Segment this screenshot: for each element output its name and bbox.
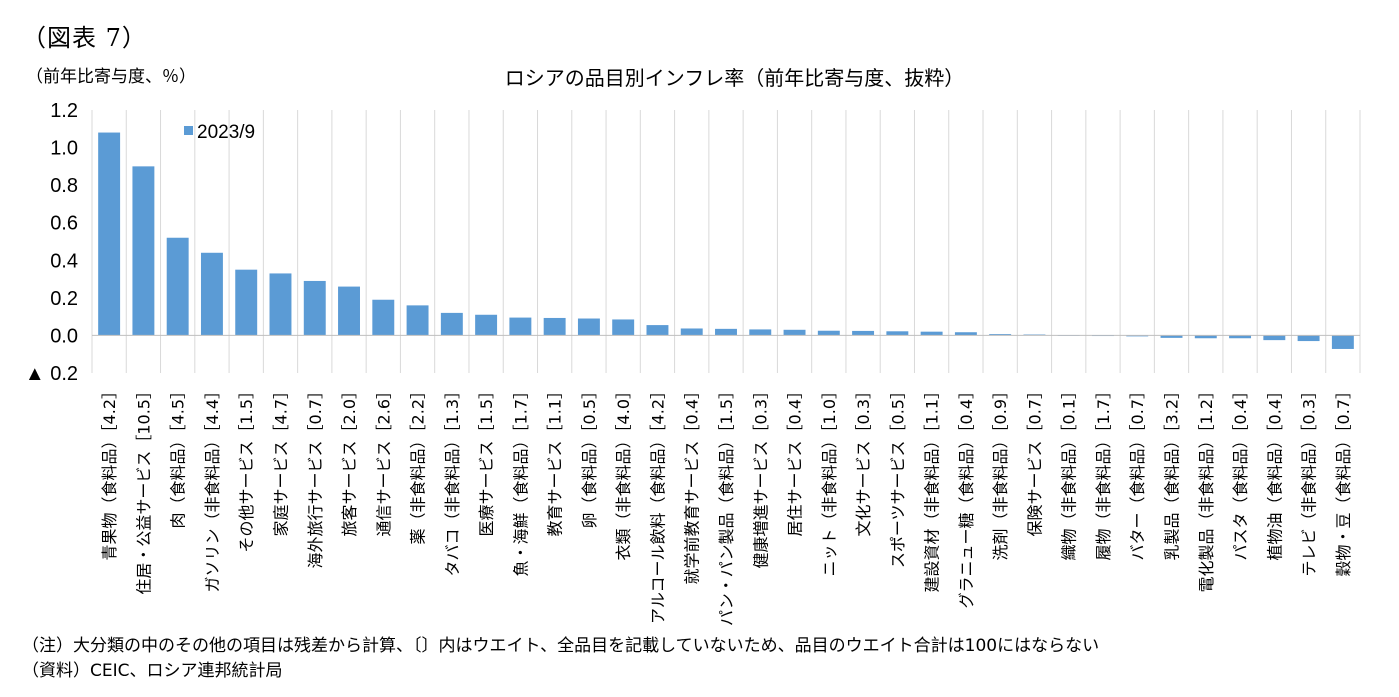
bar [680, 328, 703, 336]
bar [577, 318, 600, 336]
bar [1263, 335, 1286, 341]
x-tick-label: 医療サービス［1.5］ [477, 383, 496, 536]
chart-title: ロシアの品目別インフレ率（前年比寄与度、抜粋） [504, 66, 965, 90]
bar [612, 319, 635, 336]
x-tick-label: 通信サービス［2.6］ [374, 383, 393, 536]
bar [646, 325, 669, 336]
bar [406, 305, 429, 336]
x-tick-label: 海外旅行サービス［0.7］ [306, 383, 325, 568]
bar [200, 252, 223, 336]
bar [509, 317, 532, 336]
x-tick-label: 文化サービス［0.3］ [854, 383, 873, 536]
bar [1160, 335, 1183, 338]
x-tick-label: 青果物（食料品）［4.2］ [100, 383, 119, 560]
bar [817, 330, 840, 336]
y-tick-label: 1.2 [50, 100, 78, 122]
x-tick-label: 就学前教育サービス［0.4］ [683, 383, 702, 584]
bar [920, 331, 943, 336]
x-tick-label: 住居・公益サービス［10.5］ [134, 383, 153, 595]
x-tick-label: 穀物・豆（食料品）［0.7］ [1334, 383, 1353, 576]
x-tick-label: 植物油（食料品）［0.4］ [1265, 383, 1284, 560]
bar [132, 166, 155, 336]
y-tick-label: 0.8 [50, 175, 78, 197]
x-tick-label: 居住サービス［0.4］ [786, 383, 805, 536]
x-tick-label: 魚・海鮮（食料品）［1.7］ [511, 383, 530, 576]
x-tick-label: 薬（非食料品）［2.2］ [409, 383, 428, 544]
bar [1331, 335, 1354, 349]
bar [1297, 335, 1320, 342]
bar [98, 132, 121, 336]
x-tick-label: その他サービス［1.5］ [237, 383, 256, 552]
y-tick-label: 0.4 [50, 250, 78, 272]
x-tick-label: タバコ（非食料品）［1.3］ [443, 383, 462, 576]
y-tick-label: 1.0 [50, 138, 78, 160]
x-tick-label: 肉（食料品）［4.5］ [169, 383, 188, 528]
bar [989, 334, 1012, 336]
x-tick-label: 建設資材（非食料品）［1.1］ [923, 383, 942, 592]
x-tick-label: バター（食料品）［0.7］ [1128, 383, 1147, 560]
y-tick-labels: 1.2 1.0 0.8 0.6 0.4 0.2 0.0 ▲ 0.2 [25, 100, 78, 385]
bar [1194, 335, 1217, 339]
bar [1229, 335, 1252, 339]
x-tick-label: 教育サービス［1.1］ [546, 383, 565, 536]
bar [235, 269, 258, 336]
gridlines [91, 110, 1361, 373]
y-axis-unit-label: （前年比寄与度、％） [26, 67, 196, 87]
bar [954, 332, 977, 336]
bar [440, 312, 463, 336]
note-line: （注）大分類の中のその他の項目は残差から計算、〔〕内はウエイト、全品目を記載して… [22, 636, 1100, 656]
x-tick-label: 乳製品（食料品）［3.2］ [1163, 383, 1182, 560]
x-tick-label: 卵（食料品）［0.5］ [580, 383, 599, 528]
bar-chart: 1.2 1.0 0.8 0.6 0.4 0.2 0.0 ▲ 0.2 青果物（食料品）［4.2］… [25, 100, 1361, 626]
figure-label: （図表 7） [22, 24, 147, 52]
legend: 2023/9 [184, 122, 255, 143]
x-tick-label: 健康増進サービス［0.3］ [751, 383, 770, 568]
x-tick-label: アルコール飲料（食料品）［4.2］ [648, 383, 667, 624]
x-tick-label: 履物（非食料品）［1.7］ [1094, 383, 1113, 560]
bar [715, 328, 737, 336]
bar [749, 329, 772, 336]
x-tick-label: 電化製品（非食料品）［1.2］ [1197, 383, 1216, 592]
y-tick-label: 0.2 [50, 288, 78, 310]
bar [166, 237, 189, 336]
x-tick-label: パン・パン製品（食料品）［1.5］ [717, 383, 736, 626]
x-tick-label: 洗剤（非食料品）［0.9］ [991, 383, 1010, 560]
legend-label: 2023/9 [197, 122, 255, 143]
y-tick-label: 0.6 [50, 213, 78, 235]
x-tick-label: 衣類（非食料品）［4.0］ [614, 383, 633, 560]
bar [338, 286, 360, 336]
x-tick-label: グラニュー糖（食料品）［0.4］ [957, 383, 976, 608]
bar [852, 330, 875, 336]
notes: （注）大分類の中のその他の項目は残差から計算、〔〕内はウエイト、全品目を記載して… [22, 634, 1099, 684]
x-tick-label: ニット（非食料品）［1.0］ [820, 383, 839, 576]
x-tick-labels: 青果物（食料品）［4.2］ 住居・公益サービス［10.5］ 肉（食料品）［4.5］ ガ… [100, 383, 1353, 626]
y-tick-label: ▲ 0.2 [25, 363, 78, 385]
x-tick-label: 保険サービス［0.7］ [1025, 383, 1044, 536]
bar [269, 273, 292, 336]
x-tick-label: 旅客サービス［2.0］ [340, 383, 359, 536]
bar [475, 314, 498, 336]
x-tick-label: ガソリン（非食料品）［4.4］ [203, 383, 222, 592]
legend-swatch [184, 126, 193, 135]
x-tick-label: 織物（非食料品）［0.1］ [1060, 383, 1079, 560]
source-line: （資料）CEIC、ロシア連邦統計局 [22, 661, 283, 681]
bar [372, 299, 395, 336]
x-tick-label: スポーツサービス［0.5］ [888, 383, 907, 568]
y-tick-label: 0.0 [50, 325, 78, 347]
bar [783, 329, 806, 336]
bar [303, 280, 326, 336]
x-tick-label: 家庭サービス［4.7］ [271, 383, 290, 536]
x-tick-label: テレビ（非食料品）［0.3］ [1300, 383, 1319, 576]
bar [543, 317, 566, 336]
bar [886, 331, 909, 336]
bars [98, 132, 1354, 349]
x-tick-label: パスタ（食料品）［0.4］ [1231, 383, 1250, 560]
